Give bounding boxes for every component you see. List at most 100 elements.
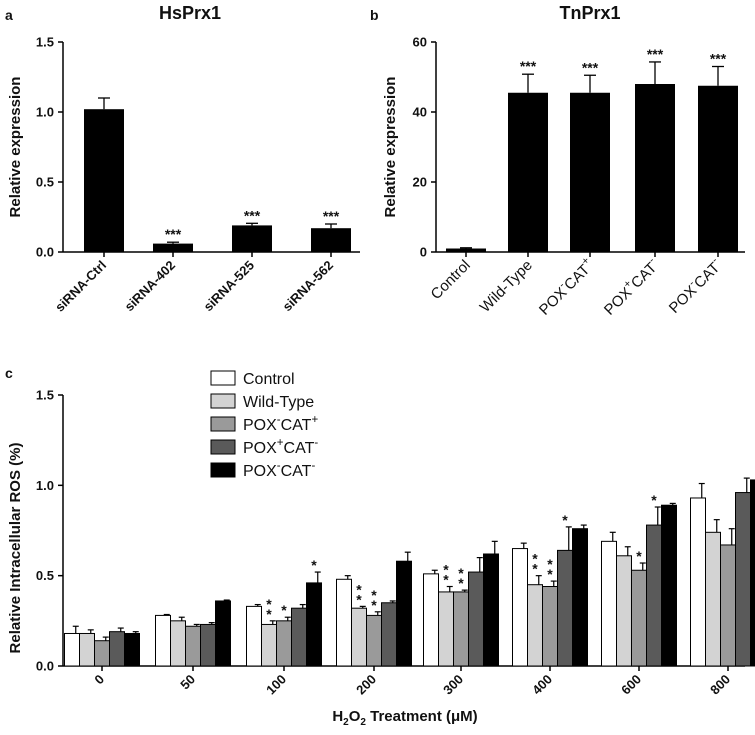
panel-c-bar: [616, 555, 632, 667]
panel-a-bar: [232, 225, 272, 252]
panel-b-x-tick-label: Control: [428, 257, 474, 303]
panel-b-significance: ***: [710, 51, 727, 67]
panel-c-bar: [557, 549, 573, 667]
label-sup: -: [646, 254, 657, 265]
panel-c-bar: [690, 497, 706, 667]
panel-b-x-tick-label: Wild-Type: [477, 257, 536, 316]
panel-b-bar: [698, 85, 738, 252]
label-sup: +: [311, 414, 318, 426]
panel-c-bar: [109, 631, 125, 667]
panel-a-y-tick-label: 0.0: [36, 245, 54, 260]
panel-c-x-tick-label: 300: [440, 672, 466, 698]
panel-c-bar: [438, 591, 454, 667]
panel-b-significance: ***: [520, 58, 537, 74]
panel-c-y-tick-label: 0.0: [36, 659, 54, 674]
panel-c-significance: *: [562, 512, 568, 528]
panel-c-bar: [423, 573, 439, 667]
panel-c-y-tick-label: 1.0: [36, 478, 54, 493]
panel-c-bar: [601, 540, 617, 667]
panel-c-bar: [542, 586, 558, 667]
panel-a-bar: [153, 243, 193, 252]
panel-a-y-tick-label: 1.5: [36, 35, 54, 50]
panel-a-y-tick-label: 0.5: [36, 175, 54, 190]
panel-c-bar: [276, 620, 292, 667]
label-sup: -: [686, 277, 697, 288]
panel-c-bar: [170, 620, 186, 667]
panel-b-bar: [570, 92, 610, 252]
panel-c-bar: [483, 553, 499, 667]
panel-c-bar: [468, 571, 484, 667]
panel-c-significance: *: [458, 565, 464, 581]
panel-b-y-tick-label: 20: [413, 175, 427, 190]
panel-a-significance: ***: [244, 207, 261, 223]
panel-c-significance: *: [371, 597, 377, 613]
panel-c-significance: *: [651, 492, 657, 508]
panel-b-bar: [446, 248, 486, 252]
label-base: Wild-Type: [477, 257, 536, 316]
panel-c-y-tick-label: 1.5: [36, 388, 54, 403]
panel-c-significance: *: [532, 561, 538, 577]
panel-c-x-tick-label: 800: [707, 672, 733, 698]
panel-c-significance: *: [443, 562, 449, 578]
panel-c-bar: [631, 569, 647, 667]
panel-c-significance: *: [356, 591, 362, 607]
label-sup: -: [556, 279, 567, 290]
panel-c-significance: *: [532, 551, 538, 567]
panel-b-x-tick-label: POX-CAT+: [534, 255, 598, 319]
label-sup: -: [709, 254, 720, 265]
panel-c-bar: [336, 578, 352, 667]
panel-c-significance: *: [458, 575, 464, 591]
panel-c-legend-label: POX-CAT-: [243, 460, 315, 480]
panel-c-x-tick-label: 50: [177, 672, 198, 693]
panel-c-bar: [646, 524, 662, 667]
panel-c-x-tick-label: 0: [91, 672, 107, 688]
panel-c-ylabel: Relative Intracellular ROS (%): [7, 443, 24, 654]
panel-c-significance: *: [311, 557, 317, 573]
panel-b-significance: ***: [582, 59, 599, 75]
panel-b-title: TnPrx1: [559, 3, 620, 23]
panel-c-xlabel: H2O2 Treatment (μM): [332, 708, 477, 728]
panel-b-x-tick-label: POX-CAT-: [664, 254, 726, 316]
panel-b-label: b: [370, 7, 379, 23]
panel-c-bar: [705, 531, 721, 667]
panel-a-x-tick-label: siRNA-402: [122, 258, 179, 315]
panel-c-bar: [261, 623, 277, 667]
panel-c-bar: [512, 548, 528, 667]
label-sup: -: [277, 414, 281, 426]
panel-c-bar: [720, 544, 736, 667]
panel-b-y-tick-label: 0: [420, 245, 427, 260]
panel-c-bar: [185, 625, 201, 667]
panel-c-x-tick-label: 600: [618, 672, 644, 698]
panel-c-legend-swatch: [210, 439, 236, 455]
panel-b-y-tick-label: 40: [413, 105, 427, 120]
panel-c-legend-label: Control: [243, 371, 295, 388]
panel-c-significance: *: [371, 587, 377, 603]
label-sup: -: [277, 460, 281, 472]
panel-c-legend-swatch: [210, 416, 236, 432]
panel-c-legend-label: POX-CAT+: [243, 414, 318, 434]
label-base: Wild-Type: [243, 394, 314, 411]
label-mid: CAT: [281, 463, 312, 480]
panel-c-bar: [79, 632, 95, 667]
panel-c-bar: [661, 504, 677, 667]
panel-c-bar: [155, 614, 171, 667]
panel-c-x-tick-label: 400: [529, 672, 555, 698]
label-base: POX: [243, 440, 277, 457]
panel-c-label: c: [5, 365, 13, 381]
panel-c-bar: [200, 623, 216, 667]
label-sup: -: [314, 437, 318, 449]
panel-b-y-tick-label: 60: [413, 35, 427, 50]
panel-c-legend-label: Wild-Type: [243, 394, 314, 411]
panel-a-title: HsPrx1: [159, 3, 221, 23]
panel-c-legend-label: POX+CAT-: [243, 437, 318, 457]
panel-c-bar: [351, 607, 367, 667]
panel-a-x-tick-label: siRNA-Ctrl: [52, 258, 109, 315]
panel-a-significance: ***: [323, 208, 340, 224]
label-mid: CAT: [284, 440, 315, 457]
panel-b-bar: [635, 84, 675, 252]
panel-a-label: a: [5, 7, 13, 23]
label-base: POX: [243, 417, 277, 434]
label-sup: +: [277, 437, 284, 449]
panel-c-bar: [64, 632, 80, 667]
